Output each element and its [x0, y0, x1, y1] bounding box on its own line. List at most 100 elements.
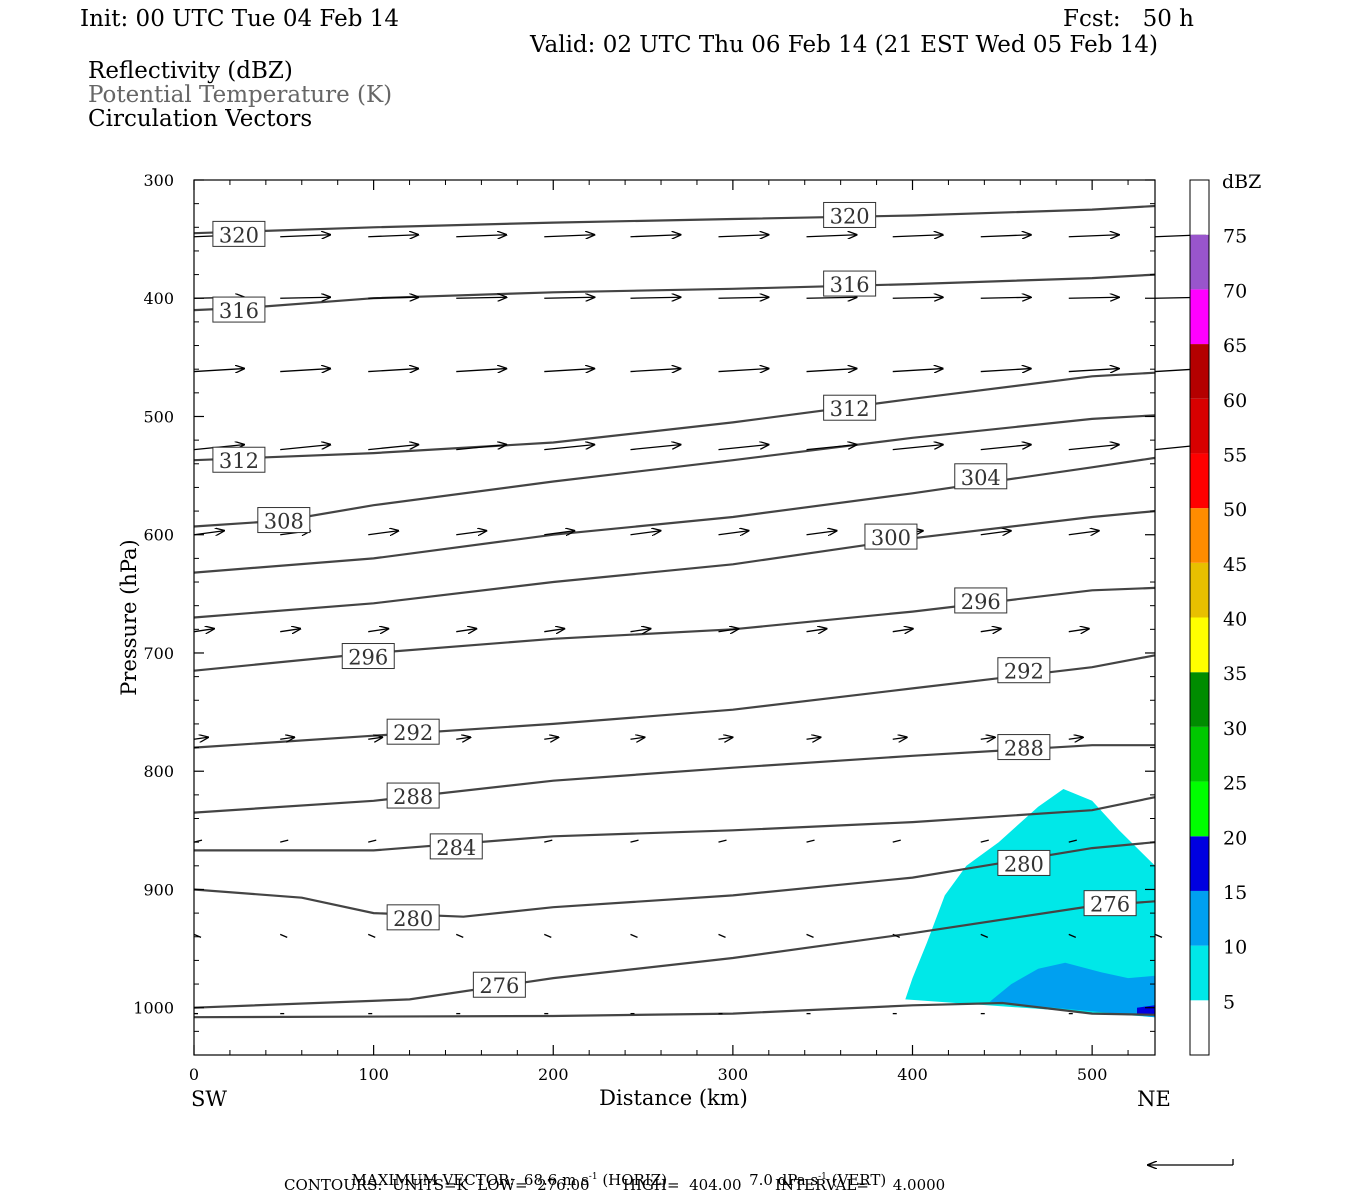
- isentrope-label-box: [472, 971, 526, 998]
- circulation-vector: [630, 737, 644, 739]
- isentrope-label-box: [212, 296, 266, 323]
- isentrope-272: [193, 1001, 1156, 1019]
- circulation-vector: [1068, 369, 1119, 372]
- circulation-vector: [718, 297, 769, 298]
- circulation-vector: [456, 531, 486, 535]
- circulation-vector: [280, 369, 330, 372]
- field-potential-temperature: Potential Temperature (K): [88, 82, 393, 108]
- max-vector-vert-value: 7.0 dPa s: [749, 1171, 819, 1189]
- circulation-vector: [280, 235, 330, 237]
- circulation-vector: [806, 369, 857, 372]
- circulation-vector: [892, 369, 943, 372]
- colorbar-label: 70: [1223, 280, 1247, 302]
- circulation-vector: [456, 235, 506, 237]
- circulation-vector: [718, 445, 769, 451]
- isentrope-label-box: [212, 220, 266, 247]
- circulation-vector: [980, 629, 1001, 632]
- isentrope-label: 276: [479, 974, 519, 998]
- circulation-vector: [980, 531, 1011, 535]
- colorbar-swatch: [1190, 180, 1209, 235]
- colorbar-swatch: [1190, 234, 1209, 290]
- isentrope-label: 304: [961, 466, 1001, 490]
- circulation-vector: [1068, 445, 1119, 451]
- colorbar-swatch: [1190, 289, 1209, 345]
- isentrope-label-box: [823, 201, 877, 228]
- colorbar-swatch: [1190, 781, 1209, 837]
- circulation-vector: [193, 531, 224, 535]
- isentrope-320: [193, 204, 1156, 235]
- circulation-vector: [1154, 933, 1163, 938]
- x-tick-label: 200: [538, 1065, 569, 1084]
- y-tick-label: 700: [143, 644, 174, 663]
- circulation-vector: [892, 235, 943, 237]
- isentrope-300: [193, 510, 1156, 619]
- circulation-vector: [544, 369, 594, 372]
- circulation-vector: [1068, 933, 1077, 938]
- isentrope-label: 296: [348, 646, 388, 670]
- isentrope-label-box: [823, 394, 877, 421]
- circulation-vector: [367, 933, 376, 938]
- colorbar-label: 25: [1223, 773, 1247, 795]
- isentrope-label: 312: [830, 397, 870, 421]
- circulation-vector: [630, 531, 660, 535]
- isentrope-312: [193, 371, 1156, 462]
- plot-frame: [193, 179, 1156, 1056]
- circulation-vector: [544, 737, 558, 739]
- circulation-vector: [280, 629, 300, 632]
- circulation-vector: [456, 737, 470, 739]
- circulation-vector: [806, 445, 857, 451]
- isentrope-label-box: [997, 849, 1051, 876]
- circulation-vector: [718, 629, 739, 632]
- y-tick-label: 1000: [133, 999, 174, 1018]
- circulation-vector: [806, 235, 857, 237]
- isentrope-label: 288: [393, 785, 433, 809]
- circulation-vector: [630, 933, 638, 938]
- max-vector-arrow: [1148, 1159, 1234, 1165]
- isentrope-288: [193, 744, 1155, 814]
- x-tick-label: 0: [189, 1065, 199, 1084]
- circulation-vector: [544, 445, 594, 451]
- circulation-vector: [280, 445, 330, 451]
- y-tick-label: 800: [143, 762, 174, 781]
- circulation-vector: [806, 531, 837, 535]
- colorbar-label: 20: [1223, 827, 1247, 849]
- circulation-vector: [806, 737, 821, 739]
- max-vector-horiz-label: (HORIZ): [597, 1171, 668, 1189]
- circulation-vector: [630, 629, 650, 632]
- colorbar-swatch: [1190, 398, 1209, 454]
- colorbar-label: 40: [1223, 609, 1247, 631]
- isentrope-label-box: [386, 718, 440, 745]
- circulation-vector: [630, 839, 639, 843]
- isentrope-label: 312: [219, 449, 259, 473]
- init-time: Init: 00 UTC Tue 04 Feb 14: [80, 6, 400, 32]
- circulation-vector: [630, 297, 680, 298]
- field-circulation-vectors: Circulation Vectors: [88, 106, 313, 132]
- colorbar-label: 75: [1223, 226, 1247, 248]
- circulation-vector: [892, 445, 943, 451]
- circulation-vector: [544, 297, 594, 298]
- colorbar-label: 45: [1223, 554, 1247, 576]
- colorbar-label: 60: [1223, 390, 1247, 412]
- isentrope-284: [194, 796, 1156, 852]
- colorbar-swatch: [1190, 726, 1209, 782]
- colorbar-label: 30: [1223, 718, 1247, 740]
- isentrope-label: 292: [393, 721, 433, 745]
- isentrope-label-box: [257, 507, 311, 534]
- isentrope-label-box: [341, 643, 395, 670]
- circulation-vector: [980, 839, 989, 843]
- circulation-vector: [456, 445, 506, 451]
- isentrope-label-box: [997, 657, 1051, 684]
- circulation-vector: [718, 839, 727, 843]
- circulation-vector: [368, 235, 418, 237]
- circulation-vector: [1068, 629, 1089, 632]
- circulation-vector: [279, 933, 288, 938]
- circulation-vector: [1068, 297, 1119, 298]
- isentrope-label-box: [386, 904, 440, 931]
- max-vector-vert-label: (VERT): [826, 1171, 887, 1189]
- circulation-vector: [806, 297, 857, 298]
- isentrope-label-box: [997, 734, 1051, 761]
- isentrope-label: 296: [961, 590, 1001, 614]
- circulation-vector: [1068, 235, 1119, 237]
- circulation-vector: [368, 445, 418, 451]
- isentrope-label-box: [212, 446, 266, 473]
